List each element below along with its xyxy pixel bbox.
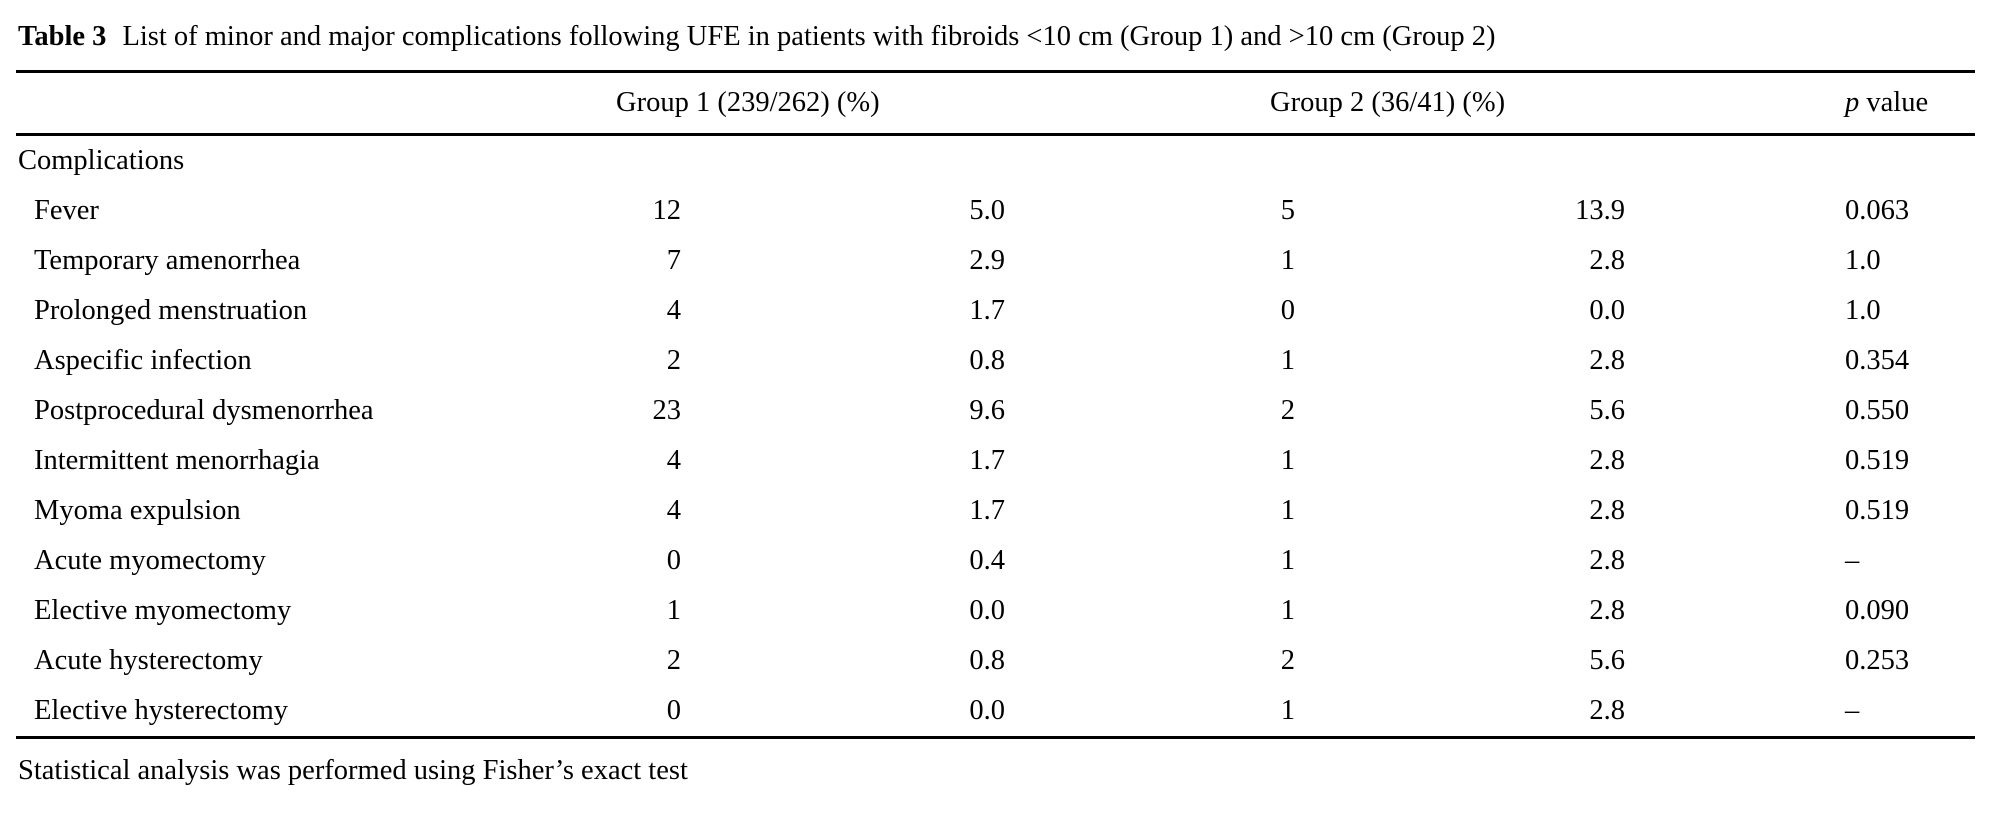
group2-percent: 5.6 xyxy=(1589,645,1626,677)
group1-percent: 0.8 xyxy=(969,345,1006,377)
table-row: Intermittent menorrhagia 4 1.7 1 2.8 0.5… xyxy=(16,436,1975,486)
column-header-group2: Group 2 (36/41) (%) xyxy=(1005,71,1626,137)
table-row: Myoma expulsion 4 1.7 1 2.8 0.519 xyxy=(16,486,1975,536)
complication-name: Temporary amenorrhea xyxy=(34,245,301,277)
p-value: 0.519 xyxy=(1845,445,1910,477)
group1-count: 23 xyxy=(652,395,682,427)
complication-name: Acute myomectomy xyxy=(34,545,266,577)
group2-percent: 2.8 xyxy=(1589,495,1626,527)
complication-name: Elective myomectomy xyxy=(34,595,292,627)
complication-name: Aspecific infection xyxy=(34,345,252,377)
p-value: 0.550 xyxy=(1845,395,1910,427)
table-row: Fever 12 5.0 5 13.9 0.063 xyxy=(16,186,1975,236)
group2-percent: 0.0 xyxy=(1589,295,1626,327)
p-value: 1.0 xyxy=(1845,245,1881,277)
page: Table 3 List of minor and major complicat… xyxy=(16,10,1976,787)
p-value-word: value xyxy=(1859,87,1929,119)
group1-count: 0 xyxy=(666,695,681,727)
group1-percent: 5.0 xyxy=(969,195,1006,227)
p-value: – xyxy=(1845,545,1860,577)
group2-percent: 2.8 xyxy=(1589,695,1626,727)
table-row: Acute myomectomy 0 0.4 1 2.8 – xyxy=(16,536,1975,586)
table-row: Elective myomectomy 1 0.0 1 2.8 0.090 xyxy=(16,586,1975,636)
header-row: Group 1 (239/262) (%) Group 2 (36/41) (%… xyxy=(16,71,1976,137)
table-row: Temporary amenorrhea 7 2.9 1 2.8 1.0 xyxy=(16,236,1975,286)
group1-percent: 1.7 xyxy=(969,495,1006,527)
complications-table: Group 1 (239/262) (%) Group 2 (36/41) (%… xyxy=(16,70,1976,740)
group1-count: 1 xyxy=(666,595,681,627)
complication-name: Elective hysterectomy xyxy=(34,695,289,727)
complication-name: Myoma expulsion xyxy=(34,495,241,527)
p-value: 0.063 xyxy=(1845,195,1910,227)
p-value: 0.090 xyxy=(1845,595,1910,627)
table-caption: Table 3 List of minor and major complicat… xyxy=(16,10,1975,70)
group2-count: 1 xyxy=(1280,495,1296,527)
column-header-empty xyxy=(16,71,616,137)
group1-count: 4 xyxy=(666,445,681,477)
p-value: 0.354 xyxy=(1845,345,1910,377)
p-value: – xyxy=(1845,695,1860,727)
table-caption-text: List of minor and major complications fo… xyxy=(122,21,1496,52)
table-row: Aspecific infection 2 0.8 1 2.8 0.354 xyxy=(16,336,1975,386)
p-italic: p xyxy=(1845,87,1860,119)
group2-percent: 2.8 xyxy=(1589,345,1626,377)
group1-count: 4 xyxy=(666,495,681,527)
group2-percent: 5.6 xyxy=(1589,395,1626,427)
group1-percent: 0.8 xyxy=(969,645,1006,677)
group1-count: 2 xyxy=(666,345,681,377)
group2-percent: 2.8 xyxy=(1589,245,1626,277)
group2-count: 2 xyxy=(1280,645,1296,677)
group2-count: 1 xyxy=(1280,695,1296,727)
group1-percent: 2.9 xyxy=(969,245,1006,277)
group1-percent: 9.6 xyxy=(969,395,1006,427)
p-value: 0.253 xyxy=(1845,645,1910,677)
column-header-pvalue: p value xyxy=(1625,71,1976,137)
group1-percent: 0.0 xyxy=(969,695,1006,727)
complication-name: Postprocedural dysmenorrhea xyxy=(34,395,374,427)
group1-percent: 0.4 xyxy=(969,545,1006,577)
group2-count: 2 xyxy=(1280,395,1296,427)
group1-count: 4 xyxy=(666,295,681,327)
complication-name: Acute hysterectomy xyxy=(34,645,263,677)
table-footnote: Statistical analysis was performed using… xyxy=(18,755,688,787)
group2-count: 0 xyxy=(1280,295,1296,327)
table-row: Elective hysterectomy 0 0.0 1 2.8 – xyxy=(16,686,1975,738)
table-row: Acute hysterectomy 2 0.8 2 5.6 0.253 xyxy=(16,636,1975,686)
group2-percent: 2.8 xyxy=(1589,595,1626,627)
table-row: Prolonged menstruation 4 1.7 0 0.0 1.0 xyxy=(16,286,1975,336)
group1-percent: 1.7 xyxy=(969,445,1006,477)
group2-count: 1 xyxy=(1280,595,1296,627)
complication-name: Intermittent menorrhagia xyxy=(34,445,320,477)
group2-percent: 13.9 xyxy=(1575,195,1626,227)
complication-name: Fever xyxy=(34,195,99,227)
table-row: Postprocedural dysmenorrhea 23 9.6 2 5.6… xyxy=(16,386,1975,436)
complication-name: Prolonged menstruation xyxy=(34,295,308,327)
group2-count: 1 xyxy=(1280,245,1296,277)
group1-count: 2 xyxy=(666,645,681,677)
section-row: Complications xyxy=(16,135,1975,187)
group1-count: 0 xyxy=(666,545,681,577)
group2-count: 1 xyxy=(1280,345,1296,377)
group2-count: 1 xyxy=(1280,545,1296,577)
group2-count: 5 xyxy=(1280,195,1296,227)
p-value: 1.0 xyxy=(1845,295,1881,327)
section-label: Complications xyxy=(18,145,185,177)
column-header-group1: Group 1 (239/262) (%) xyxy=(616,71,1006,137)
group1-count: 12 xyxy=(652,195,682,227)
group2-percent: 2.8 xyxy=(1589,445,1626,477)
group1-count: 7 xyxy=(666,245,681,277)
p-value: 0.519 xyxy=(1845,495,1910,527)
group2-percent: 2.8 xyxy=(1589,545,1626,577)
group1-percent: 0.0 xyxy=(969,595,1006,627)
group1-percent: 1.7 xyxy=(969,295,1006,327)
table-caption-label: Table 3 xyxy=(18,21,107,52)
group2-count: 1 xyxy=(1280,445,1296,477)
